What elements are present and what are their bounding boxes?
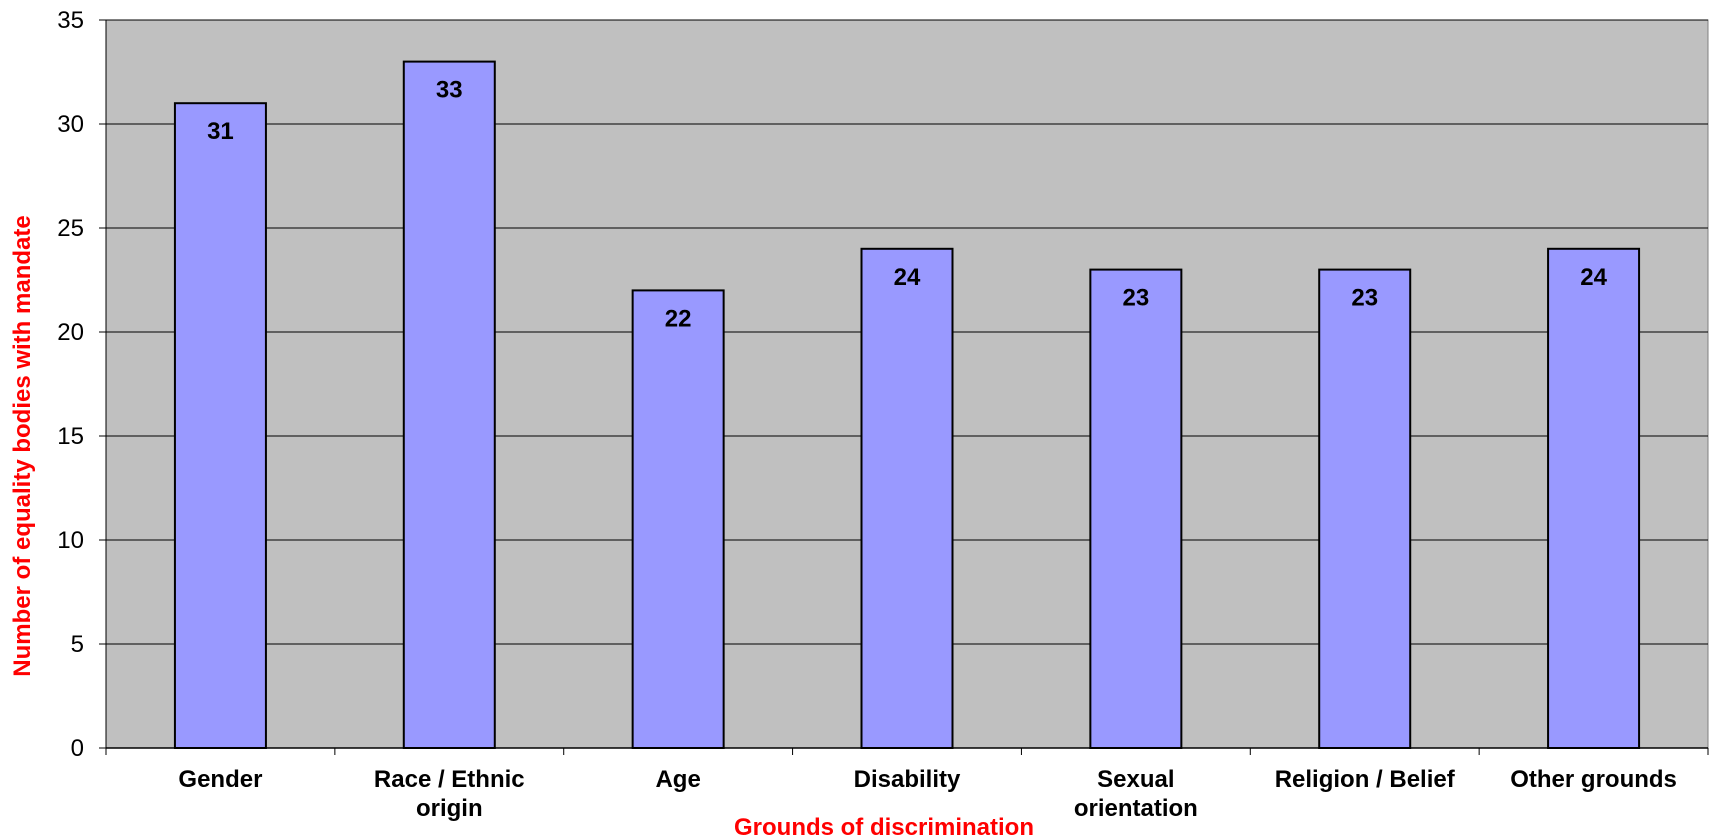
category-label: Sexual orientation	[1074, 766, 1198, 822]
bar	[173, 102, 267, 749]
category-label: Other grounds	[1510, 766, 1677, 793]
y-axis-title: Number of equality bodies with mandate	[9, 215, 36, 676]
data-labels: 31 33 22 24 23 23 24	[207, 77, 1607, 333]
category-label: Religion / Belief	[1275, 766, 1456, 793]
y-tick-label: 5	[71, 631, 84, 658]
bar	[1318, 268, 1412, 749]
x-axis-title: Grounds of discrimination	[734, 814, 1034, 840]
bar	[1089, 268, 1183, 749]
bar	[1547, 247, 1641, 750]
y-tick-label: 15	[57, 423, 84, 450]
gridlines	[106, 19, 1708, 645]
category-labels: Gender Race / Ethnic origin Age Disability Se…	[178, 766, 1676, 822]
data-label: 23	[1351, 285, 1378, 312]
bar	[402, 60, 496, 750]
category-label: Disability	[854, 766, 961, 793]
data-label: 24	[894, 264, 921, 291]
data-label: 31	[207, 118, 234, 145]
y-tick-label: 10	[57, 527, 84, 554]
data-label: 23	[1123, 285, 1150, 312]
y-tick-label: 20	[57, 319, 84, 346]
category-label: Gender	[178, 766, 262, 793]
bars	[173, 60, 1641, 750]
category-label: Age	[655, 766, 700, 793]
bar	[860, 247, 954, 750]
y-tick-label: 30	[57, 111, 84, 138]
data-label: 33	[436, 77, 463, 104]
y-tick-label: 25	[57, 215, 84, 242]
y-tick-label: 0	[71, 735, 84, 762]
y-tick-label: 35	[57, 7, 84, 34]
data-label: 22	[665, 305, 692, 332]
bar	[631, 289, 725, 749]
data-label: 24	[1580, 264, 1607, 291]
x-axis	[105, 747, 1709, 755]
category-label: Race / Ethnic origin	[374, 766, 525, 822]
y-axis: 0 5 10 15 20 25 30 35	[57, 7, 107, 762]
